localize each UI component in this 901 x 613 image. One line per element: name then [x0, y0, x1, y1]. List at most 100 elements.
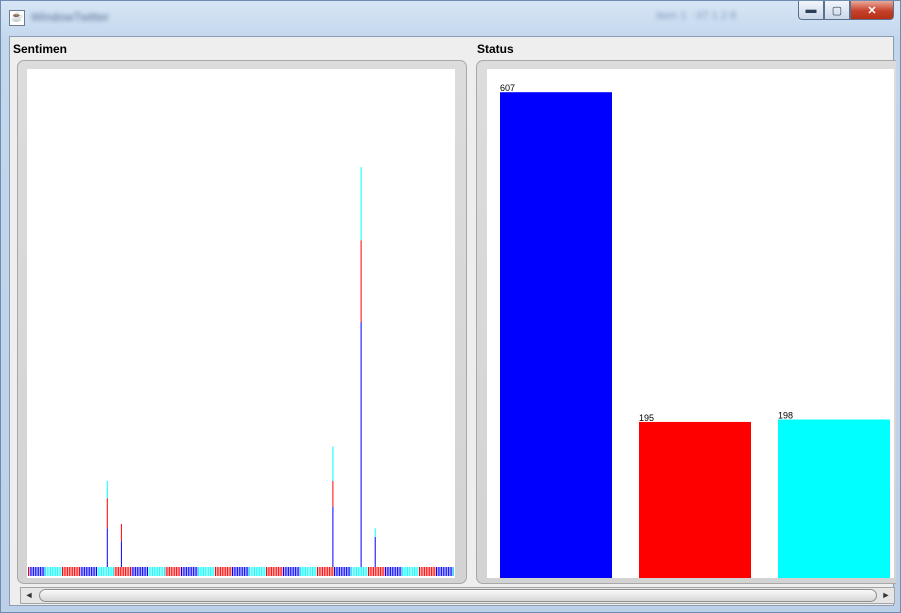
close-button[interactable]: ✕ [850, 1, 894, 20]
sentimen-bar [451, 567, 453, 576]
sentimen-bar [169, 567, 171, 576]
scroll-thumb[interactable] [39, 589, 877, 602]
sentimen-bar [29, 567, 31, 576]
sentimen-bar [94, 567, 96, 576]
sentimen-bar [300, 567, 301, 576]
sentimen-bar [184, 567, 186, 576]
sentimen-bar [147, 567, 148, 576]
sentimen-bar [395, 567, 397, 576]
scroll-left-arrow-icon[interactable]: ◄ [24, 590, 34, 600]
sentimen-bar [320, 567, 322, 576]
sentimen-bar [186, 567, 188, 576]
sentimen-bar [102, 567, 104, 576]
sentimen-bar [208, 567, 210, 576]
window-title: WindowTwitter [31, 10, 110, 24]
sentimen-bar [46, 567, 48, 576]
sentimen-bar [402, 567, 403, 576]
sentimen-bar [374, 528, 376, 537]
sentimen-bar [126, 567, 128, 576]
sentimen-bar [266, 567, 267, 576]
sentimen-bar [225, 567, 227, 576]
sentimen-bar [232, 567, 233, 576]
sentimen-bar [419, 567, 420, 576]
sentimen-bar [68, 567, 70, 576]
sentimen-bar [388, 567, 390, 576]
sentimen-bar [39, 567, 41, 576]
sentimen-bar [361, 567, 363, 576]
sentimen-bar [109, 567, 111, 576]
sentimen-bar [422, 567, 424, 576]
horizontal-scrollbar[interactable]: ◄ ► [20, 587, 895, 604]
sentimen-bar [393, 567, 395, 576]
sentimen-bar [130, 567, 131, 576]
sentimen-bar [437, 567, 439, 576]
sentimen-bar [158, 567, 160, 576]
sentimen-bar [415, 567, 417, 576]
sentimen-bar [228, 567, 230, 576]
sentimen-bar [203, 567, 205, 576]
sentimen-bar [77, 567, 79, 576]
sentimen-bar [271, 567, 273, 576]
sentimen-bar [140, 567, 142, 576]
sentimen-bar [206, 567, 208, 576]
sentimen-bar [332, 567, 334, 576]
sentimen-bar [38, 567, 40, 576]
sentimen-bar [339, 567, 341, 576]
sentimen-bar [174, 567, 176, 576]
sentimen-bar [63, 567, 65, 576]
sentimen-bar [296, 567, 298, 576]
sentimen-bar [400, 567, 402, 576]
sentimen-bar [189, 567, 191, 576]
sentimen-bar [432, 567, 434, 576]
sentimen-bar [360, 167, 362, 241]
window-controls: ▬ ▢ ✕ [798, 1, 894, 21]
sentimen-bar [322, 567, 324, 576]
sentimen-bar [89, 567, 91, 576]
sentimen-bar [396, 567, 398, 576]
scroll-right-arrow-icon[interactable]: ► [881, 590, 891, 600]
sentimen-bar [250, 567, 252, 576]
sentimen-bar [325, 567, 327, 576]
sentimen-bar [254, 567, 256, 576]
sentimen-chart [28, 167, 475, 576]
sentimen-bar [235, 567, 237, 576]
maximize-button[interactable]: ▢ [824, 1, 850, 20]
sentimen-bar [318, 567, 320, 576]
sentimen-bar [223, 567, 225, 576]
sentimen-bar [279, 567, 281, 576]
sentimen-bar [417, 567, 419, 576]
sentimen-bar [33, 567, 35, 576]
sentimen-bar [276, 567, 278, 576]
sentimen-bar [264, 567, 266, 576]
minimize-button[interactable]: ▬ [798, 1, 824, 20]
sentimen-bar [359, 567, 361, 576]
sentimen-bar [351, 567, 352, 576]
sentimen-bar [391, 567, 393, 576]
sentimen-bar [85, 567, 87, 576]
sentimen-bar [305, 567, 307, 576]
sentimen-bar [199, 567, 201, 576]
sentimen-bar [215, 567, 216, 576]
sentimen-bar [349, 567, 351, 576]
sentimen-bar [340, 567, 342, 576]
sentimen-bar [121, 567, 123, 576]
sentimen-bar [45, 567, 46, 576]
sentimen-bar [177, 567, 179, 576]
sentimen-bar [412, 567, 414, 576]
sentimen-bar [233, 567, 235, 576]
sentimen-bar [425, 567, 427, 576]
sentimen-bar [96, 567, 97, 576]
sentimen-bar [289, 567, 291, 576]
sentimen-bar [136, 567, 138, 576]
window-title-extra: Item 1 · 07 1 2 8 [656, 10, 737, 22]
sentimen-bar [277, 567, 279, 576]
sentimen-bar [237, 567, 239, 576]
sentimen-bar [179, 567, 181, 576]
sentimen-bar [390, 567, 392, 576]
sentimen-bar [439, 567, 441, 576]
sentimen-bar [226, 567, 228, 576]
sentimen-bar [347, 567, 349, 576]
title-bar[interactable]: ☕ WindowTwitter Item 1 · 07 1 2 8 ▬ ▢ ✕ [1, 1, 900, 35]
sentimen-bar [43, 567, 45, 576]
